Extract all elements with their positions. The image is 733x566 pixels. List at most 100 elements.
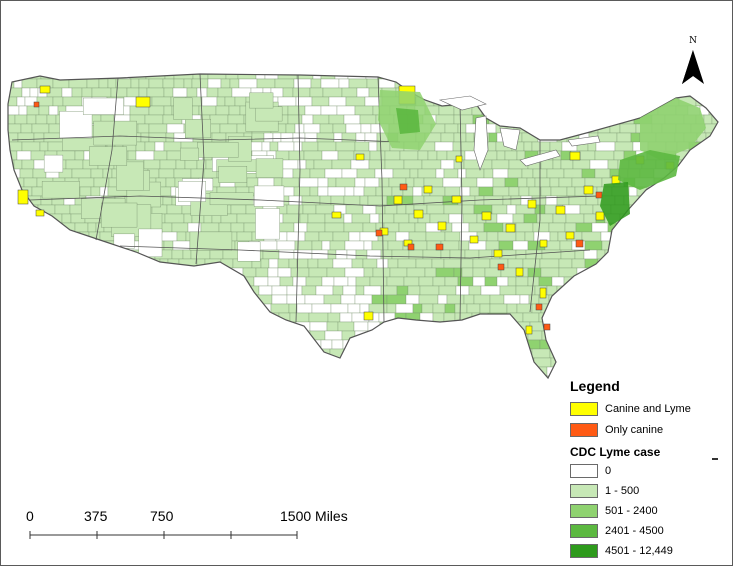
county-cell	[225, 312, 244, 323]
county-cell	[218, 375, 234, 378]
county-cell	[26, 105, 40, 116]
county-cell	[549, 303, 567, 314]
county-cell	[355, 276, 371, 287]
county-cell	[341, 87, 358, 98]
county-cell	[454, 78, 475, 89]
county-cell	[698, 204, 718, 215]
county-cell	[256, 78, 276, 89]
county-cell	[307, 258, 319, 269]
county-cell	[550, 114, 561, 125]
great-lakes	[438, 95, 601, 171]
county-cell	[318, 231, 334, 242]
county-cell	[506, 204, 517, 215]
county-cell	[311, 249, 329, 260]
county-cell	[519, 294, 530, 305]
county-cell	[657, 357, 672, 368]
county-cell	[137, 123, 150, 134]
county-cell	[583, 213, 597, 224]
county-cell	[88, 366, 109, 377]
county-cell	[173, 97, 193, 120]
county-cell	[657, 258, 673, 269]
county-cell	[545, 87, 564, 98]
county-cell	[474, 74, 494, 80]
county-cell	[593, 114, 608, 125]
county-cell	[286, 285, 303, 296]
county-cell	[404, 375, 416, 378]
county-cell	[40, 267, 53, 278]
county-cell	[644, 240, 655, 251]
county-cell	[632, 276, 642, 287]
only-canine-county	[543, 323, 551, 331]
county-cell	[560, 159, 574, 170]
canine-lyme-county	[493, 249, 503, 258]
county-cell	[386, 357, 402, 368]
county-cell	[387, 258, 399, 269]
county-cell	[562, 204, 581, 215]
county-cell	[664, 213, 677, 224]
canine-lyme-county	[437, 221, 447, 231]
county-cell	[492, 168, 509, 179]
county-cell	[508, 375, 520, 378]
county-cell	[502, 195, 512, 206]
county-cell	[367, 195, 388, 206]
county-cell	[550, 186, 568, 197]
county-cell	[172, 321, 186, 332]
county-cell	[392, 330, 411, 341]
county-cell	[99, 303, 112, 314]
county-cell	[660, 312, 678, 323]
county-cell	[229, 276, 240, 287]
state-line	[11, 135, 401, 143]
county-cell	[547, 312, 563, 323]
county-cell	[170, 312, 181, 323]
county-cell	[108, 348, 121, 359]
county-cell	[24, 285, 45, 296]
county-cell	[412, 186, 423, 197]
county-cell	[444, 303, 456, 314]
county-cell	[175, 159, 186, 170]
county-cell	[163, 294, 183, 305]
county-cell	[293, 222, 308, 233]
county-cell	[166, 303, 179, 314]
county-cell	[218, 166, 248, 183]
county-cell	[101, 202, 138, 228]
county-cell	[594, 150, 615, 161]
county-cell	[20, 123, 33, 134]
county-cell	[257, 177, 275, 188]
county-cell	[701, 285, 718, 296]
canine-lyme-county	[505, 223, 516, 233]
county-cell	[528, 294, 540, 305]
county-cell	[535, 105, 553, 116]
county-cell	[359, 375, 377, 378]
county-cell	[531, 78, 546, 89]
county-cell	[495, 330, 508, 341]
county-cell	[421, 303, 434, 314]
north-arrow: N	[678, 36, 708, 88]
county-cell	[584, 240, 603, 251]
county-cell	[523, 96, 535, 107]
county-cell	[518, 375, 532, 378]
county-cell	[302, 204, 317, 215]
county-cell	[683, 240, 699, 251]
county-cell	[502, 114, 514, 125]
county-cell	[566, 294, 580, 305]
county-cell	[342, 285, 357, 296]
county-cell	[155, 375, 174, 378]
county-cell	[54, 357, 67, 368]
county-cell	[353, 339, 364, 350]
county-cell	[354, 357, 371, 368]
county-cell	[190, 249, 211, 260]
county-cell	[114, 339, 131, 350]
county-cell	[568, 195, 587, 206]
county-cell	[472, 366, 490, 377]
county-cell	[666, 267, 683, 278]
county-cell	[675, 330, 689, 341]
county-cell	[251, 348, 266, 359]
county-cell	[375, 375, 390, 378]
county-cell	[324, 168, 343, 179]
legend-label: 0	[605, 465, 612, 477]
county-cell	[150, 348, 160, 359]
county-cell	[708, 195, 718, 206]
county-cell	[51, 267, 61, 278]
county-cell	[671, 366, 684, 377]
county-cell	[719, 286, 733, 295]
